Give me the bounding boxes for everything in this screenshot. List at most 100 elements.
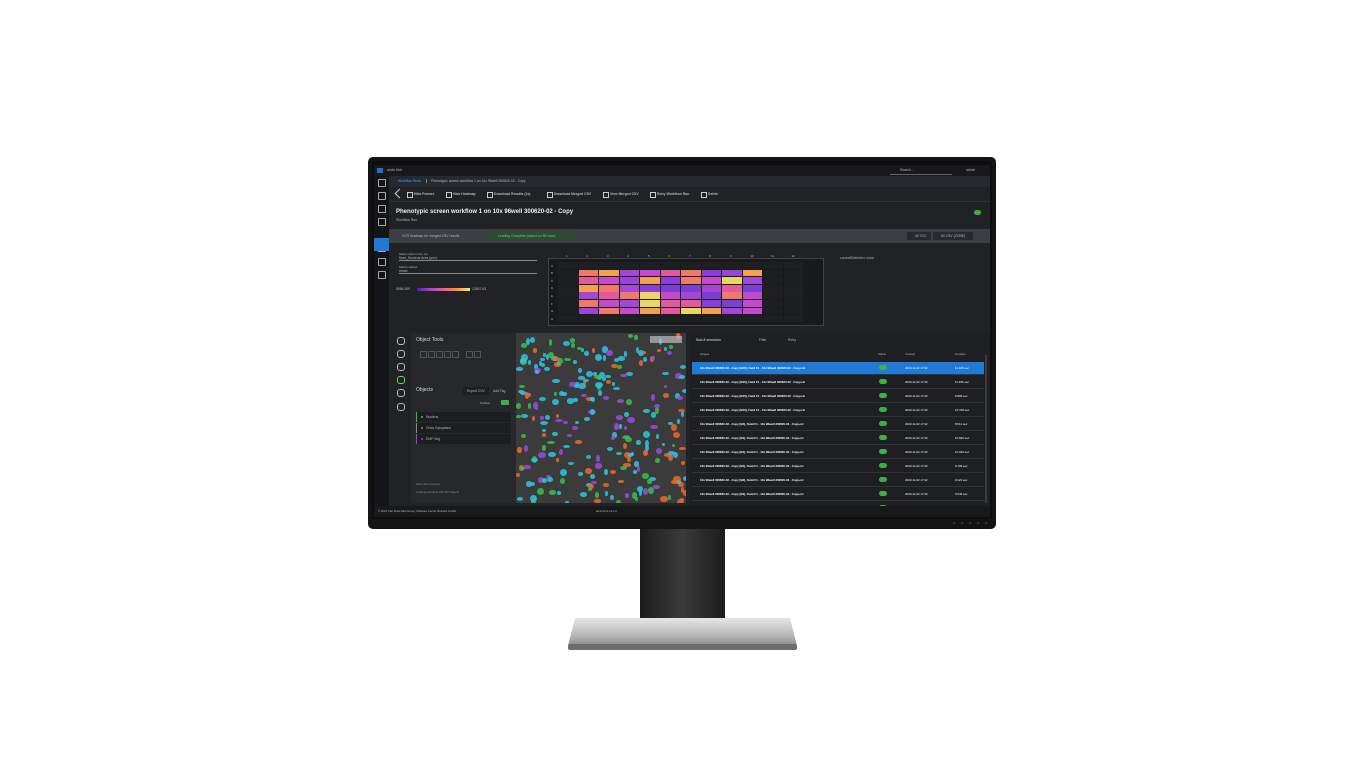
heatmap-cell[interactable] — [578, 307, 599, 315]
heatmap-cell[interactable] — [578, 277, 599, 284]
heatmap-cell[interactable] — [619, 315, 640, 322]
heatmap-cell[interactable] — [640, 262, 660, 269]
image-name[interactable]: 10x 96well 300620-02 - Copy [B1], Field … — [700, 464, 804, 468]
heatmap-cell[interactable] — [599, 262, 619, 269]
heatmap-cell[interactable] — [681, 284, 701, 292]
image-name[interactable]: 10x 96well 300620-02 - Copy [B1], Field … — [700, 436, 804, 440]
heatmap-cell[interactable] — [783, 277, 804, 284]
export-button[interactable] — [463, 387, 489, 395]
heatmap-cell[interactable] — [763, 269, 783, 277]
heatmap-cell[interactable] — [722, 292, 742, 300]
heatmap-cell[interactable] — [783, 262, 804, 269]
heatmap-button[interactable] — [907, 232, 931, 240]
heatmap-cell[interactable] — [660, 307, 681, 315]
heatmap-cell[interactable] — [783, 292, 804, 300]
heatmap-cell[interactable] — [640, 300, 660, 307]
heatmap-cell[interactable] — [578, 315, 599, 322]
sessions-filter[interactable]: Filter — [759, 338, 767, 342]
table-row[interactable] — [692, 446, 984, 459]
heatmap-cell[interactable] — [763, 262, 783, 269]
sidebar-icon[interactable] — [378, 218, 386, 226]
tool-icon[interactable] — [397, 337, 405, 345]
image-name[interactable]: 10x 96well 300620-02 - Copy [B10], Field… — [700, 366, 806, 370]
heatmap-cell[interactable] — [558, 315, 578, 322]
sidebar-icon[interactable] — [378, 192, 386, 200]
heatmap-cell[interactable] — [619, 277, 640, 284]
object-name[interactable]: EMP Seg — [426, 437, 441, 441]
heatmap-cell[interactable] — [722, 277, 742, 284]
image-name[interactable]: 10x 96well 300620-02 - Copy [B10], Field… — [700, 394, 806, 398]
heatmap-cell[interactable] — [763, 315, 783, 322]
table-row[interactable] — [692, 474, 984, 487]
heatmap-cell[interactable] — [660, 269, 681, 277]
heatmap-cell[interactable] — [742, 277, 763, 284]
heatmap-cell[interactable] — [660, 277, 681, 284]
table-row[interactable] — [692, 404, 984, 417]
heatmap-cell[interactable] — [681, 315, 701, 322]
heatmap-cell[interactable] — [701, 262, 722, 269]
heatmap-cell[interactable] — [578, 300, 599, 307]
add-tag[interactable]: Add Tag — [493, 389, 506, 393]
tool-icon[interactable] — [397, 350, 405, 358]
toolbar-button[interactable]: Hide Frames — [414, 192, 435, 196]
table-row[interactable] — [692, 418, 984, 431]
image-name[interactable]: 10x 96well 300620-02 - Copy [B1], Field … — [700, 450, 804, 454]
method-select[interactable]: mean — [399, 269, 537, 274]
heatmap-cell[interactable] — [722, 300, 742, 307]
user[interactable]: admin — [966, 168, 976, 172]
object-footer[interactable]: Show all in Overlay — [416, 482, 440, 486]
toolbar-icon[interactable] — [701, 192, 707, 198]
heatmap-button-label[interactable]: All CSV — [915, 234, 927, 238]
heatmap-cell[interactable] — [783, 307, 804, 315]
column-select[interactable]: Num_Nucleus Area (µm²) — [399, 256, 537, 261]
heatmap-cell[interactable] — [722, 262, 742, 269]
heatmap-cell[interactable] — [701, 269, 722, 277]
sidebar-icon[interactable] — [378, 271, 386, 279]
heatmap-cell[interactable] — [619, 262, 640, 269]
tool-button[interactable] — [474, 351, 481, 358]
object-row[interactable] — [416, 423, 511, 433]
toolbar-button[interactable]: Download Results (1x) — [494, 192, 531, 196]
heatmap-cell[interactable] — [640, 315, 660, 322]
toolbar-icon[interactable] — [407, 192, 413, 198]
heatmap-cell[interactable] — [578, 292, 599, 300]
sidebar-active[interactable] — [374, 238, 389, 251]
tool-button[interactable] — [444, 351, 451, 358]
tool-button[interactable] — [452, 351, 459, 358]
sidebar-icon[interactable] — [378, 258, 386, 266]
image-name[interactable]: 10x 96well 300620-02 - Copy [B10], Field… — [700, 380, 806, 384]
tool-icon[interactable] — [397, 389, 405, 397]
sidebar-icon[interactable] — [378, 205, 386, 213]
heatmap-cell[interactable] — [783, 315, 804, 322]
heatmap-cell[interactable] — [742, 262, 763, 269]
sessions-retry[interactable]: Retry — [788, 338, 797, 342]
heatmap-cell[interactable] — [660, 292, 681, 300]
heatmap-cell[interactable] — [558, 292, 578, 300]
image-name[interactable]: 10x 96well 300620-02 - Copy [B2], Field … — [700, 478, 804, 482]
heatmap-cell[interactable] — [783, 284, 804, 292]
toggle[interactable] — [501, 400, 509, 405]
sidebar-icon[interactable] — [378, 179, 386, 187]
heatmap-cell[interactable] — [763, 277, 783, 284]
heatmap-cell[interactable] — [578, 262, 599, 269]
image-name[interactable]: 10x 96well 300620-02 - Copy [B2], Field … — [700, 492, 804, 496]
heatmap-cell[interactable] — [742, 292, 763, 300]
heatmap-cell[interactable] — [558, 277, 578, 284]
toolbar-button[interactable]: Hide Heatmap — [453, 192, 476, 196]
table-row[interactable] — [692, 432, 984, 445]
heatmap-cell[interactable] — [742, 269, 763, 277]
heatmap-cell[interactable] — [722, 307, 742, 315]
heatmap-cell[interactable] — [599, 307, 619, 315]
heatmap-cell[interactable] — [701, 307, 722, 315]
heatmap-button[interactable] — [933, 232, 973, 240]
heatmap-cell[interactable] — [681, 292, 701, 300]
heatmap-cell[interactable] — [681, 262, 701, 269]
heatmap-cell[interactable] — [701, 284, 722, 292]
object-name[interactable]: Nucleus — [426, 415, 439, 419]
heatmap-cell[interactable] — [619, 300, 640, 307]
heatmap-cell[interactable] — [558, 269, 578, 277]
heatmap-cell[interactable] — [599, 269, 619, 277]
table-row[interactable] — [692, 488, 984, 501]
toolbar-icon[interactable] — [547, 192, 553, 198]
heatmap-cell[interactable] — [742, 307, 763, 315]
